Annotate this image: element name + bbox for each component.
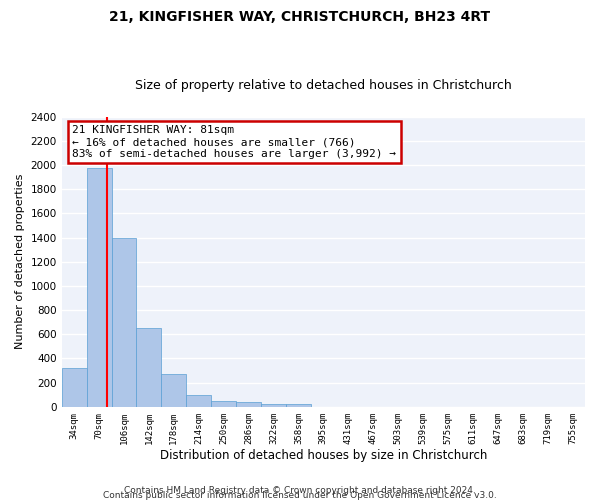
Bar — [186, 394, 211, 407]
Bar — [286, 404, 311, 407]
Bar — [236, 402, 261, 407]
Bar — [86, 168, 112, 407]
Bar — [136, 328, 161, 407]
Y-axis label: Number of detached properties: Number of detached properties — [15, 174, 25, 350]
Title: Size of property relative to detached houses in Christchurch: Size of property relative to detached ho… — [135, 79, 512, 92]
Text: Contains HM Land Registry data © Crown copyright and database right 2024.: Contains HM Land Registry data © Crown c… — [124, 486, 476, 495]
Text: 21 KINGFISHER WAY: 81sqm
← 16% of detached houses are smaller (766)
83% of semi-: 21 KINGFISHER WAY: 81sqm ← 16% of detach… — [72, 126, 396, 158]
Bar — [62, 368, 86, 407]
Bar — [261, 404, 286, 407]
Bar — [112, 238, 136, 407]
X-axis label: Distribution of detached houses by size in Christchurch: Distribution of detached houses by size … — [160, 450, 487, 462]
Text: 21, KINGFISHER WAY, CHRISTCHURCH, BH23 4RT: 21, KINGFISHER WAY, CHRISTCHURCH, BH23 4… — [109, 10, 491, 24]
Bar — [161, 374, 186, 407]
Bar — [211, 402, 236, 407]
Text: Contains public sector information licensed under the Open Government Licence v3: Contains public sector information licen… — [103, 491, 497, 500]
